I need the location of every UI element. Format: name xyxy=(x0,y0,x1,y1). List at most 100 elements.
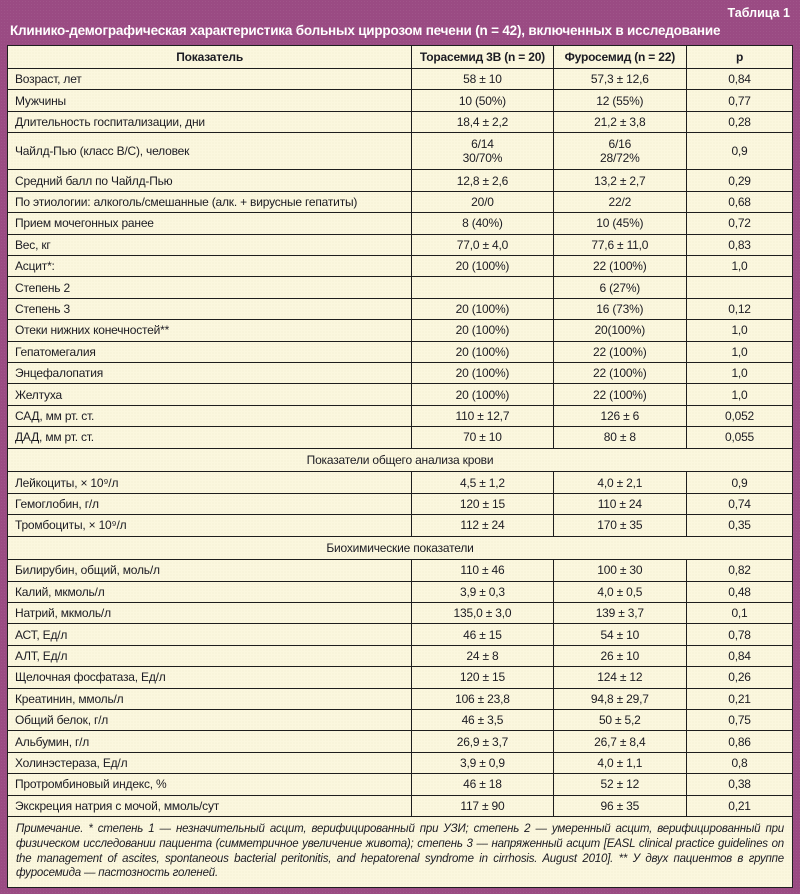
row-value-p: 0,83 xyxy=(686,233,793,257)
table-number-label: Таблица 1 xyxy=(727,6,790,20)
row-value-p: 0,35 xyxy=(686,514,793,537)
row-value-p: 0,77 xyxy=(686,89,793,112)
row-value-furosemide: 4,0 ± 2,1 xyxy=(552,471,688,494)
row-value-p: 0,84 xyxy=(686,67,793,91)
row-value-torasemide: 117 ± 90 xyxy=(411,794,554,818)
row-value-torasemide: 46 ± 15 xyxy=(411,623,554,646)
row-value-p: 0,48 xyxy=(686,580,793,604)
table-row: АЛТ, Ед/л 24 ± 8 26 ± 10 0,84 xyxy=(6,644,793,668)
row-value-torasemide: 112 ± 24 xyxy=(411,514,554,537)
row-value-torasemide: 20 (100%) xyxy=(411,255,554,278)
row-value-p: 1,0 xyxy=(686,383,793,406)
row-value-torasemide: 110 ± 46 xyxy=(411,559,554,582)
table-row: Степень 2 6 (27%) xyxy=(6,276,793,299)
table-wrap: Показатель Торасемид 3В (n = 20) Фуросем… xyxy=(6,45,793,888)
row-value-torasemide: 20 (100%) xyxy=(411,362,554,385)
row-label: Билирубин, общий, моль/л xyxy=(6,559,413,582)
row-value-torasemide: 4,5 ± 1,2 xyxy=(411,471,554,494)
row-value-torasemide: 106 ± 23,8 xyxy=(411,687,554,711)
row-value-furosemide: 16 (73%) xyxy=(552,297,688,321)
row-label: Калий, мкмоль/л xyxy=(6,580,413,604)
row-value-p: 0,29 xyxy=(686,169,793,192)
table-row: Асцит*: 20 (100%) 22 (100%) 1,0 xyxy=(6,255,793,278)
table-row: Гемоглобин, г/л 120 ± 15 110 ± 24 0,74 xyxy=(6,492,793,516)
table-row: Креатинин, ммоль/л 106 ± 23,8 94,8 ± 29,7 0… xyxy=(6,687,793,711)
table-row: Общий белок, г/л 46 ± 3,5 50 ± 5,2 0,75 xyxy=(6,709,793,732)
row-value-furosemide: 94,8 ± 29,7 xyxy=(552,687,688,711)
row-value-torasemide: 110 ± 12,7 xyxy=(411,404,554,428)
row-value-p: 0,21 xyxy=(686,687,793,711)
row-label: Альбумин, г/л xyxy=(6,730,413,753)
table-row: Вес, кг 77,0 ± 4,0 77,6 ± 11,0 0,83 xyxy=(6,233,793,257)
row-value-torasemide: 10 (50%) xyxy=(411,89,554,112)
table-body: Возраст, лет 58 ± 10 57,3 ± 12,6 0,84 Мужчин… xyxy=(6,67,793,818)
row-value-p: 0,12 xyxy=(686,297,793,321)
row-label: Лейкоциты, × 10⁹/л xyxy=(6,471,413,494)
row-value-p: 0,86 xyxy=(686,730,793,753)
characteristics-table: Показатель Торасемид 3В (n = 20) Фуросем… xyxy=(6,45,793,888)
table-row: Мужчины 10 (50%) 12 (55%) 0,77 xyxy=(6,89,793,112)
row-value-p: 0,21 xyxy=(686,794,793,818)
table-row: Возраст, лет 58 ± 10 57,3 ± 12,6 0,84 xyxy=(6,67,793,91)
table-row: Чайлд-Пью (класс В/С), человек 6/14 30/70… xyxy=(6,132,793,171)
row-value-furosemide: 126 ± 6 xyxy=(552,404,688,428)
section-label: Биохимические показатели xyxy=(7,535,793,561)
row-value-furosemide: 170 ± 35 xyxy=(552,514,688,537)
row-value-furosemide: 22 (100%) xyxy=(552,383,688,406)
row-label: АСТ, Ед/л xyxy=(6,623,413,646)
row-value-furosemide: 52 ± 12 xyxy=(552,773,688,796)
row-value-furosemide: 6/16 28/72% xyxy=(552,132,688,171)
row-value-torasemide: 12,8 ± 2,6 xyxy=(411,169,554,192)
table-row: Альбумин, г/л 26,9 ± 3,7 26,7 ± 8,4 0,86 xyxy=(6,730,793,753)
row-value-furosemide: 4,0 ± 0,5 xyxy=(552,580,688,604)
table-row: Гепатомегалия 20 (100%) 22 (100%) 1,0 xyxy=(6,340,793,364)
row-value-torasemide: 24 ± 8 xyxy=(411,644,554,668)
column-header-torasemide: Торасемид 3В (n = 20) xyxy=(411,45,554,69)
row-value-p: 0,8 xyxy=(686,751,793,775)
table-header-band: Таблица 1 Клинико-демографическая характ… xyxy=(7,0,793,45)
row-value-torasemide xyxy=(411,276,554,299)
row-value-p: 1,0 xyxy=(686,362,793,385)
row-value-torasemide: 46 ± 3,5 xyxy=(411,709,554,732)
row-value-torasemide: 120 ± 15 xyxy=(411,666,554,689)
row-value-p: 0,9 xyxy=(686,132,793,171)
column-header-indicator: Показатель xyxy=(6,45,413,69)
row-value-p: 0,75 xyxy=(686,709,793,732)
row-value-p: 0,26 xyxy=(686,666,793,689)
row-value-p: 0,28 xyxy=(686,110,793,134)
row-value-p: 1,0 xyxy=(686,340,793,364)
footnote-row: Примечание. * степень 1 — незначительный… xyxy=(7,816,793,888)
table-row: Экскреция натрия с мочой, ммоль/сут 117 ±… xyxy=(6,794,793,818)
row-value-torasemide: 20 (100%) xyxy=(411,319,554,342)
table-row: Энцефалопатия 20 (100%) 22 (100%) 1,0 xyxy=(6,362,793,385)
row-label: Чайлд-Пью (класс В/С), человек xyxy=(6,132,413,171)
footnote-text: Примечание. * степень 1 — незначительный… xyxy=(7,816,793,888)
row-value-p: 0,82 xyxy=(686,559,793,582)
row-value-p: 0,1 xyxy=(686,602,793,625)
row-value-p: 1,0 xyxy=(686,319,793,342)
row-label: АЛТ, Ед/л xyxy=(6,644,413,668)
row-value-p: 0,74 xyxy=(686,492,793,516)
row-label: Средний балл по Чайлд-Пью xyxy=(6,169,413,192)
row-label: Степень 2 xyxy=(6,276,413,299)
table-row: Билирубин, общий, моль/л 110 ± 46 100 ± 30… xyxy=(6,559,793,582)
row-label: Протромбиновый индекс, % xyxy=(6,773,413,796)
row-label: Гепатомегалия xyxy=(6,340,413,364)
row-label: Тромбоциты, × 10⁹/л xyxy=(6,514,413,537)
row-value-p: 0,72 xyxy=(686,212,793,235)
row-value-torasemide: 8 (40%) xyxy=(411,212,554,235)
row-label: Прием мочегонных ранее xyxy=(6,212,413,235)
table-row: АСТ, Ед/л 46 ± 15 54 ± 10 0,78 xyxy=(6,623,793,646)
row-value-p: 0,052 xyxy=(686,404,793,428)
row-value-torasemide: 3,9 ± 0,9 xyxy=(411,751,554,775)
row-value-p: 0,78 xyxy=(686,623,793,646)
section-label: Показатели общего анализа крови xyxy=(7,447,793,473)
row-label: Креатинин, ммоль/л xyxy=(6,687,413,711)
row-value-furosemide: 26 ± 10 xyxy=(552,644,688,668)
table-row: Щелочная фосфатаза, Ед/л 120 ± 15 124 ± 12… xyxy=(6,666,793,689)
row-value-p: 0,84 xyxy=(686,644,793,668)
row-value-furosemide: 77,6 ± 11,0 xyxy=(552,233,688,257)
row-label: Экскреция натрия с мочой, ммоль/сут xyxy=(6,794,413,818)
row-label: Желтуха xyxy=(6,383,413,406)
